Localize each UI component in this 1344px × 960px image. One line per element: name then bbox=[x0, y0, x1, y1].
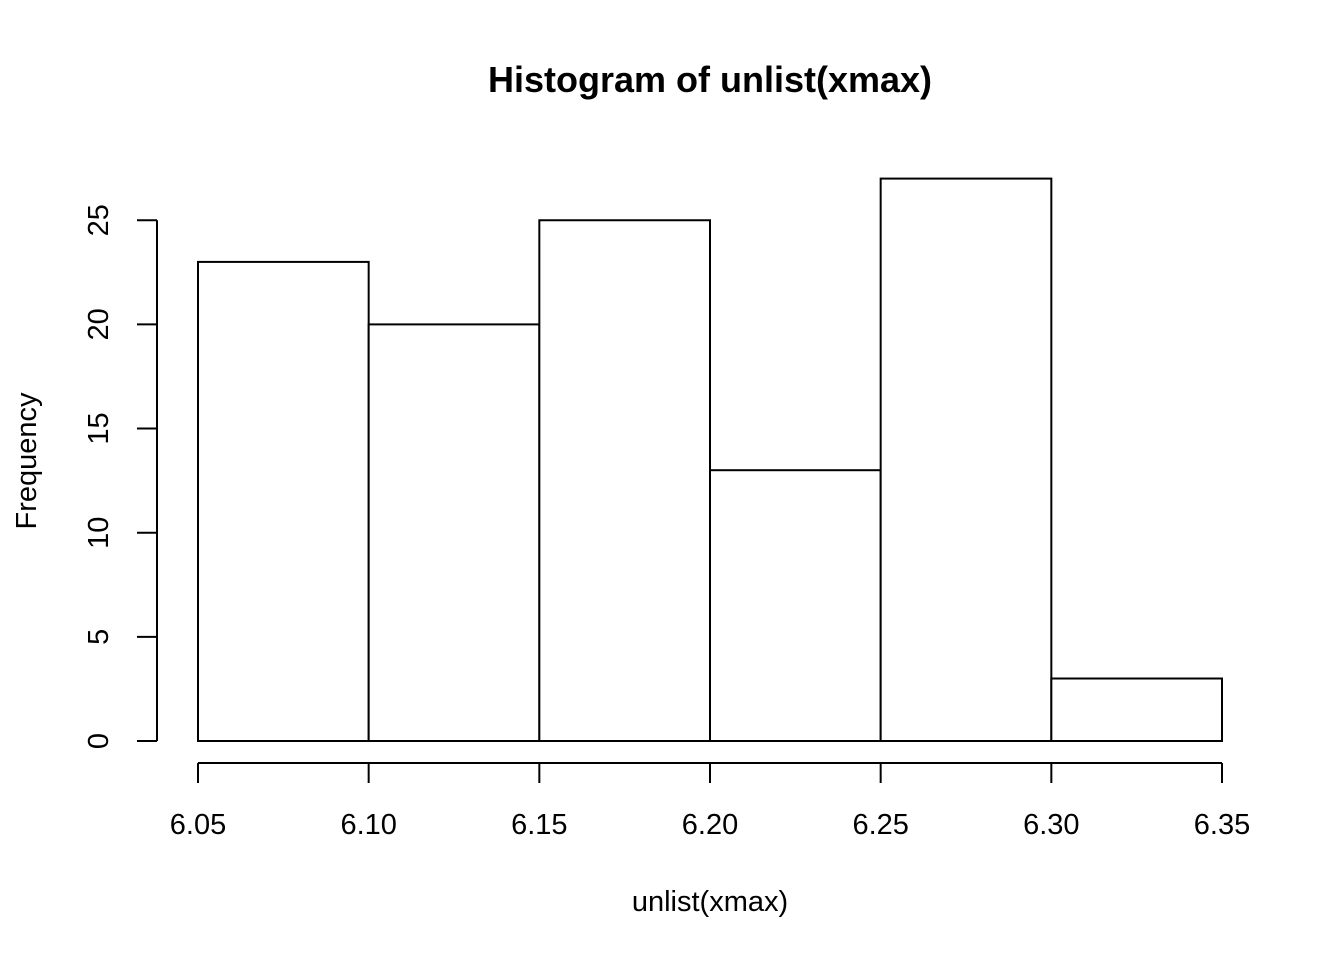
y-tick-label: 10 bbox=[83, 517, 115, 549]
y-tick-label: 5 bbox=[83, 629, 115, 645]
x-tick-label: 6.30 bbox=[1023, 809, 1079, 841]
x-axis: 6.05 6.10 6.15 6.20 6.25 6.30 6.35 bbox=[170, 762, 1250, 841]
histogram-bar bbox=[197, 260, 370, 742]
y-tick-label: 0 bbox=[83, 733, 115, 749]
histogram-bar bbox=[367, 323, 541, 742]
y-tick-label: 15 bbox=[83, 412, 115, 444]
histogram-bar bbox=[538, 219, 711, 742]
y-axis-label: Frequency bbox=[11, 392, 43, 530]
bars-group bbox=[197, 177, 1224, 743]
histogram-bar bbox=[1050, 677, 1224, 743]
x-tick-label: 6.35 bbox=[1194, 809, 1250, 841]
x-axis-label: unlist(xmax) bbox=[632, 886, 788, 918]
histogram-bar bbox=[879, 177, 1053, 742]
chart-title: Histogram of unlist(xmax) bbox=[488, 59, 932, 100]
histogram-bar bbox=[709, 469, 882, 742]
x-tick-label: 6.15 bbox=[511, 809, 567, 841]
y-axis: 0 5 10 15 20 25 bbox=[83, 204, 158, 749]
x-tick-label: 6.05 bbox=[170, 809, 226, 841]
y-tick-label: 25 bbox=[83, 204, 115, 236]
y-tick-label: 20 bbox=[83, 308, 115, 340]
x-tick-label: 6.20 bbox=[682, 809, 738, 841]
x-tick-label: 6.10 bbox=[340, 809, 396, 841]
x-tick-label: 6.25 bbox=[852, 809, 908, 841]
